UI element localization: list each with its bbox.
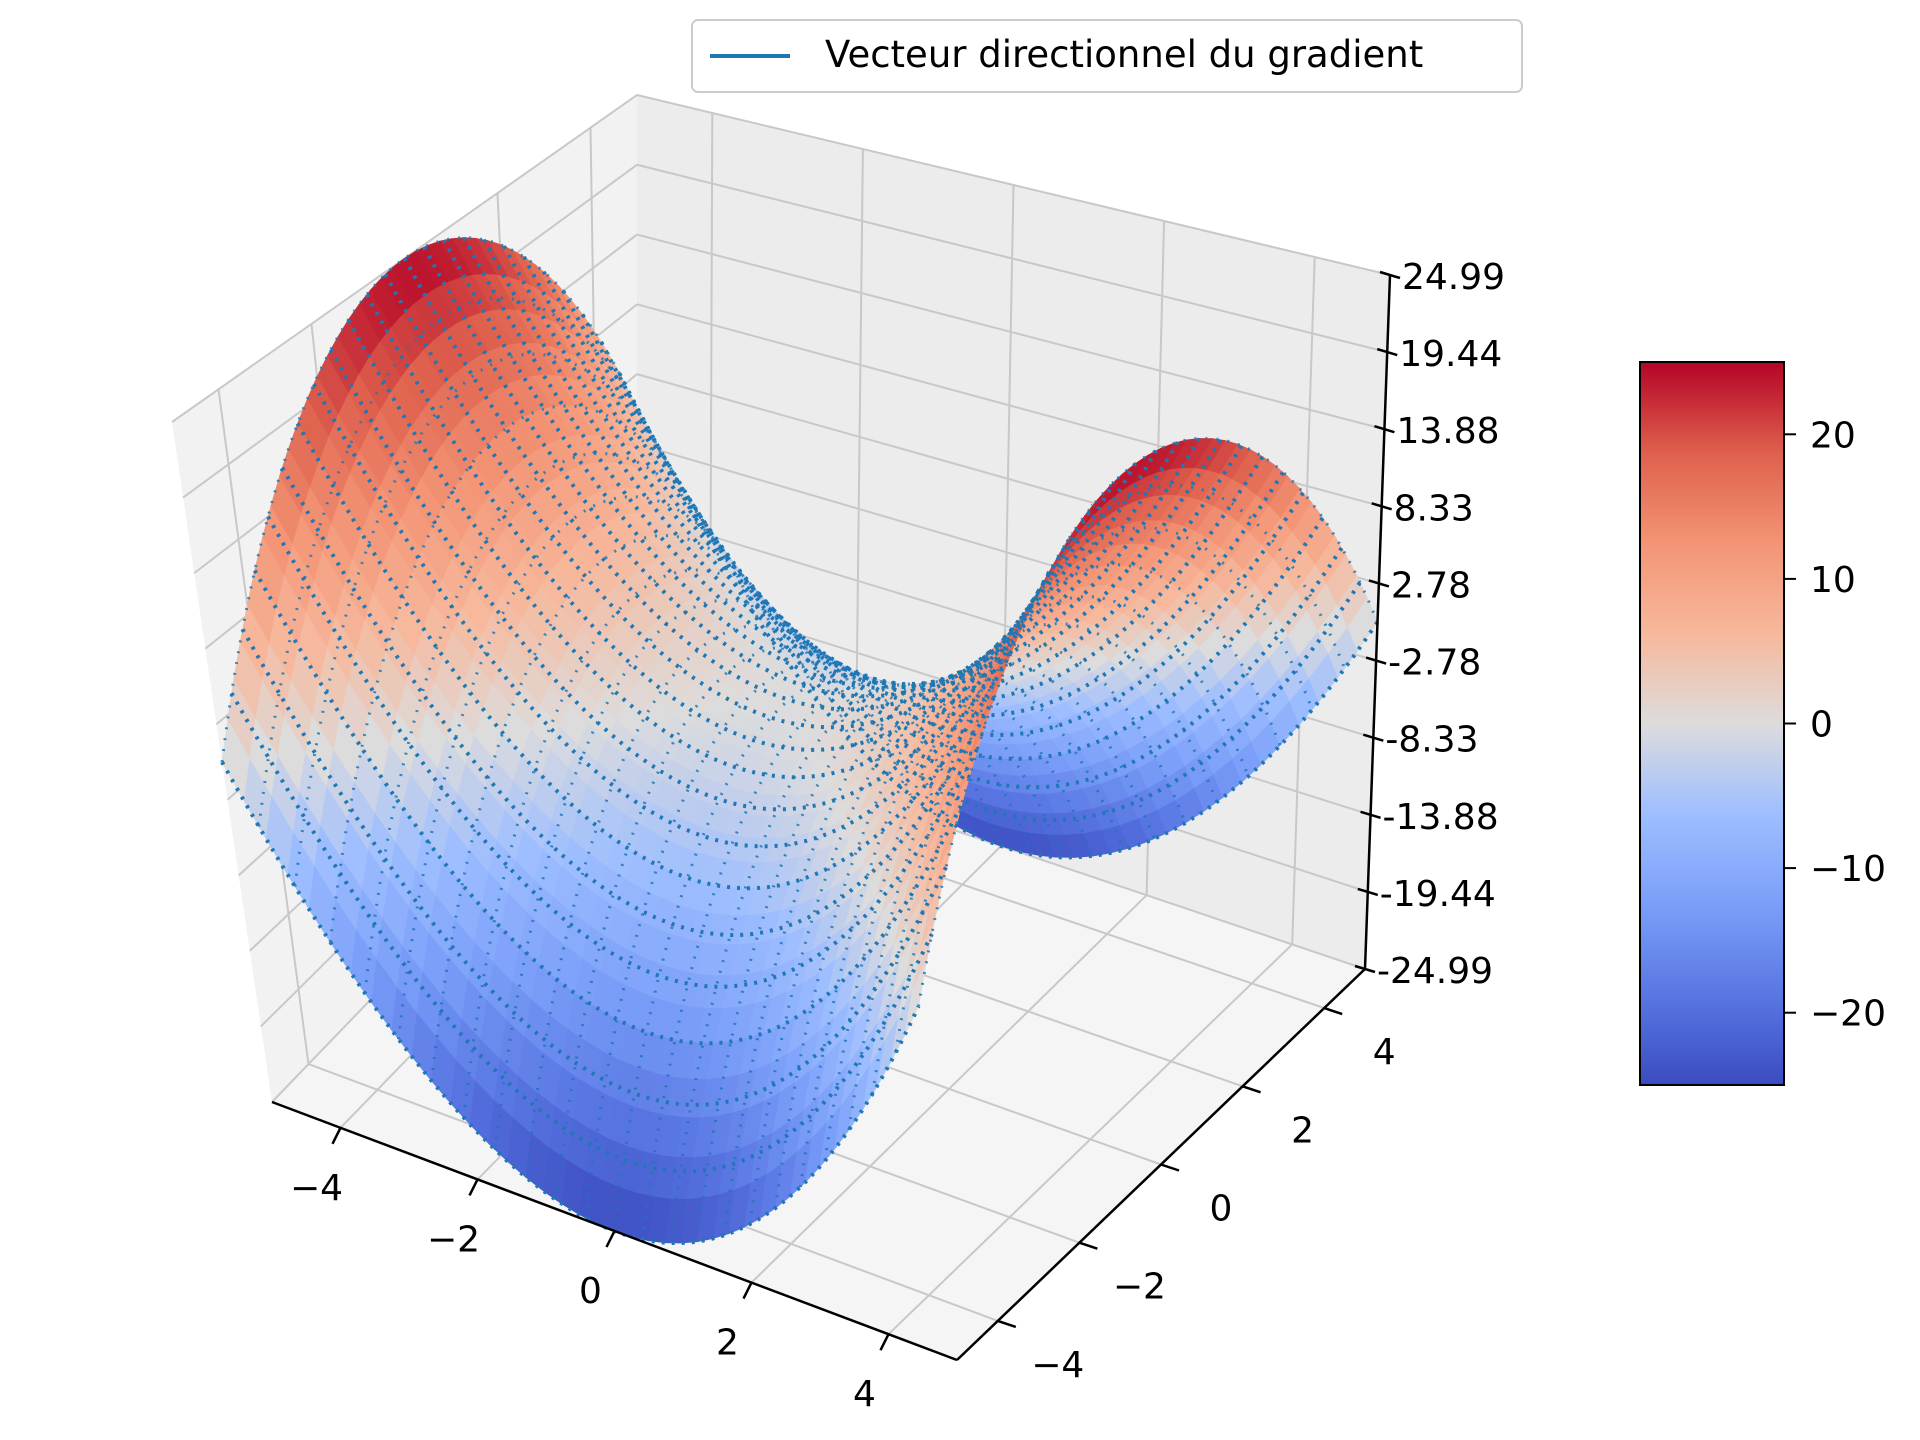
tick-label: 2.78 bbox=[1391, 565, 1471, 606]
colorbar-ticks: −20 −10 0 10 20 bbox=[1784, 415, 1886, 1035]
tick-label: 4 bbox=[853, 1374, 876, 1415]
tick-label: 24.99 bbox=[1402, 257, 1505, 298]
axis-line bbox=[1365, 656, 1387, 665]
colorbar: −20 −10 0 10 20 bbox=[1639, 361, 1886, 1086]
axis-line bbox=[1160, 1163, 1180, 1172]
contour-line bbox=[696, 680, 1094, 1242]
tick-label: -8.33 bbox=[1385, 720, 1478, 761]
contour-line bbox=[240, 628, 949, 1107]
contour-line bbox=[462, 236, 1201, 687]
tick-label: -2.78 bbox=[1388, 643, 1481, 684]
axis-line bbox=[1079, 1241, 1098, 1250]
colorbar-tick-label: −10 bbox=[1810, 849, 1886, 890]
contour-line bbox=[502, 245, 1244, 693]
tick-label: −2 bbox=[1113, 1267, 1166, 1308]
axis-line bbox=[1354, 964, 1376, 974]
axis-line bbox=[1376, 347, 1398, 357]
contour-line bbox=[220, 236, 639, 763]
contour-line bbox=[363, 451, 761, 994]
axis-lines bbox=[271, 270, 1401, 1362]
contour-line bbox=[798, 622, 1219, 1188]
tick-label: −4 bbox=[290, 1168, 343, 1209]
contour-line bbox=[328, 348, 1055, 812]
legend-box bbox=[691, 19, 1523, 93]
axis-line bbox=[1371, 502, 1393, 511]
colorbar-tick-label: 20 bbox=[1810, 415, 1856, 456]
axis-line bbox=[605, 1230, 616, 1248]
axis-line bbox=[1360, 810, 1381, 819]
axis-line bbox=[1374, 425, 1395, 434]
contour-line bbox=[257, 296, 670, 827]
tick-label: −2 bbox=[427, 1219, 480, 1260]
contour-line bbox=[613, 673, 1003, 1232]
tick-label: 2 bbox=[716, 1323, 739, 1364]
contour-line bbox=[364, 293, 1095, 752]
contour-line bbox=[328, 404, 731, 943]
contour-line bbox=[346, 318, 1075, 780]
contour-line bbox=[482, 238, 1223, 688]
contour-line bbox=[493, 598, 882, 1150]
axis-line bbox=[1363, 274, 1392, 970]
axis-line bbox=[1242, 1085, 1261, 1094]
colorbar-tick-label: 0 bbox=[1810, 705, 1833, 746]
tick-label: 0 bbox=[579, 1271, 602, 1312]
contour-line bbox=[635, 408, 1380, 860]
contour-line bbox=[871, 526, 1314, 1095]
axis-line bbox=[1357, 887, 1379, 897]
grid-line bbox=[636, 163, 1388, 354]
axis-line bbox=[1323, 1006, 1343, 1016]
contour-line bbox=[847, 563, 1282, 1131]
contour-line bbox=[252, 569, 964, 1046]
legend-label: Vecteur directionnel du gradient bbox=[825, 33, 1423, 76]
contour-line bbox=[823, 595, 1250, 1162]
tick-label: -24.99 bbox=[1377, 951, 1493, 992]
colorbar-tick-label: −20 bbox=[1810, 994, 1886, 1035]
axis-line bbox=[879, 1333, 890, 1351]
tick-label: 13.88 bbox=[1396, 411, 1499, 452]
contour-line bbox=[917, 436, 1379, 1007]
contour-line bbox=[599, 340, 1344, 790]
contour-line bbox=[561, 289, 1305, 738]
contour-line bbox=[722, 672, 1125, 1236]
tick-label: -19.44 bbox=[1380, 874, 1496, 915]
tick-label: 4 bbox=[1373, 1032, 1396, 1073]
axis-line bbox=[331, 1127, 342, 1145]
tick-labels: −4 −2 0 2 4 −4 −2 0 2 4 -24.99 -19.44 -13.88 -8.33 -2.… bbox=[290, 257, 1505, 1415]
contour-line bbox=[397, 495, 791, 1040]
axis-line bbox=[1368, 579, 1390, 588]
axis-line bbox=[1362, 733, 1384, 742]
surface-plot bbox=[221, 237, 1378, 1244]
axis-line bbox=[1379, 270, 1401, 280]
legend: Vecteur directionnel du gradient bbox=[691, 19, 1523, 93]
tick-label: -13.88 bbox=[1383, 797, 1499, 838]
colorbar-tick-label: 10 bbox=[1810, 560, 1856, 601]
colorbar-gradient bbox=[1639, 361, 1785, 1086]
axis-line bbox=[742, 1282, 753, 1300]
tick-label: 0 bbox=[1210, 1189, 1233, 1230]
grid-line bbox=[636, 94, 1391, 276]
contour-line bbox=[229, 692, 934, 1174]
tick-label: −4 bbox=[1031, 1345, 1084, 1386]
contour-line bbox=[580, 313, 1325, 761]
axis-line bbox=[468, 1178, 479, 1196]
contour-line bbox=[280, 466, 998, 938]
tick-label: 2 bbox=[1291, 1110, 1314, 1151]
grid-line bbox=[636, 233, 1385, 431]
tick-label: 19.44 bbox=[1399, 334, 1502, 375]
axis-line bbox=[997, 1319, 1017, 1329]
grid-line bbox=[750, 894, 1148, 1284]
contour-line bbox=[293, 352, 700, 887]
tick-label: 8.33 bbox=[1394, 488, 1474, 529]
grid-line bbox=[887, 943, 1293, 1335]
